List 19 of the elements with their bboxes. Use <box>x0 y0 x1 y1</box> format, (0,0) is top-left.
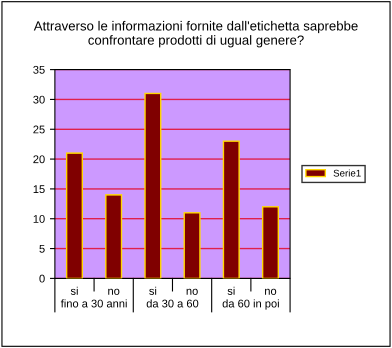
y-tick-label: 30 <box>33 96 45 104</box>
y-tick-label: 10 <box>34 215 45 223</box>
x-tick-label: no <box>265 288 276 295</box>
text: fino a 30 anni <box>60 299 127 308</box>
y-tick-label: 35 <box>33 66 45 74</box>
legend-label: Serie1 <box>334 169 361 177</box>
x-tick-label: no <box>108 288 120 295</box>
x-tick-label: no <box>186 288 198 295</box>
text: da 60 in poi <box>222 299 279 310</box>
chart-title: Attraverso le informazioni fornite dall'etichetta saprebbe confrontare prodotti di ugual genere? <box>34 20 358 48</box>
y-tick-label: 20 <box>33 155 45 164</box>
y-tick-label: 0 <box>39 274 45 283</box>
text: da 30 a 60 <box>146 299 198 308</box>
y-tick-label: 5 <box>39 244 45 253</box>
y-tick-label: 15 <box>34 185 45 194</box>
y-tick-label: 25 <box>33 126 45 134</box>
x-tick-label: si <box>149 286 156 295</box>
x-tick-label: si <box>228 286 235 295</box>
x-tick-label: si <box>70 286 78 295</box>
